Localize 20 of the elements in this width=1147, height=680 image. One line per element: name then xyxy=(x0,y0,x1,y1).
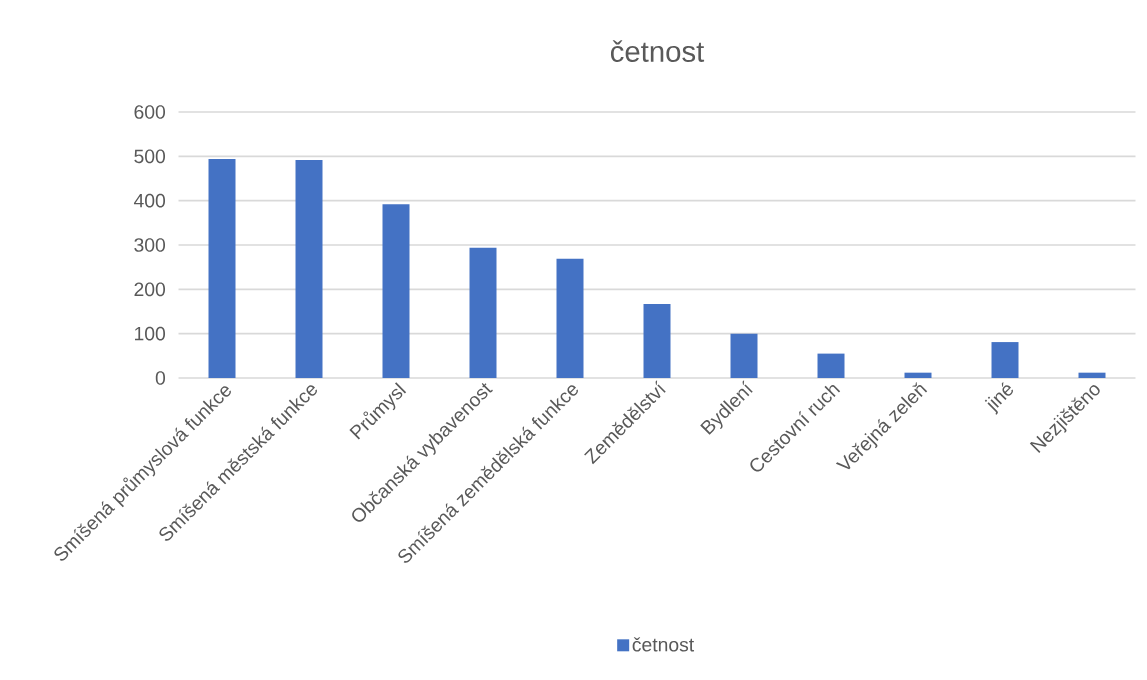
y-tick-label: 600 xyxy=(134,105,166,119)
y-tick-label: 0 xyxy=(155,371,166,385)
y-tick-label: 400 xyxy=(133,193,166,208)
bar xyxy=(904,372,932,378)
chart-title: četnost xyxy=(610,40,705,62)
bar xyxy=(730,333,758,378)
y-tick-label: 500 xyxy=(134,149,166,164)
bar xyxy=(556,258,584,378)
bar xyxy=(382,204,410,378)
y-tick-label: 300 xyxy=(134,238,166,252)
y-tick-label: 200 xyxy=(134,282,166,297)
bar xyxy=(643,303,671,378)
bar xyxy=(817,353,845,378)
bar xyxy=(469,247,497,378)
y-tick-label: 100 xyxy=(135,326,166,341)
bar xyxy=(208,158,236,378)
bar xyxy=(991,342,1019,378)
bar xyxy=(1078,372,1106,378)
legend-label: četnost xyxy=(632,637,695,652)
bar xyxy=(295,159,323,378)
